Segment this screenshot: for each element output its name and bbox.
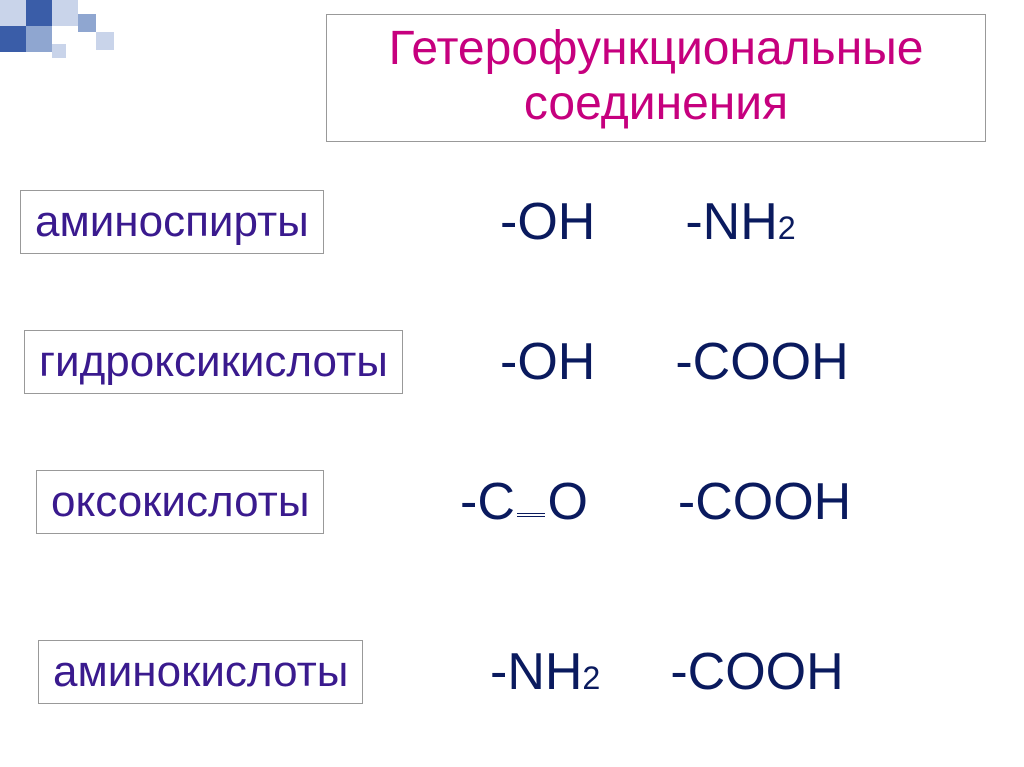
functional-groups: -NH2 -COOH xyxy=(490,642,844,702)
group-1: -OH xyxy=(500,192,595,252)
group-1: -NH2 xyxy=(490,642,600,702)
functional-groups: -OH -COOH xyxy=(500,332,849,392)
compound-label: оксокислоты xyxy=(36,470,324,534)
group-2: -COOH xyxy=(675,332,848,392)
compound-label: аминокислоты xyxy=(38,640,363,704)
compound-label: аминоспирты xyxy=(20,190,324,254)
functional-groups: -CO -COOH xyxy=(460,472,851,532)
deco-square xyxy=(78,14,96,32)
title-box: Гетерофункциональные соединения xyxy=(326,14,986,142)
compound-row: аминоспирты -OH -NH2 xyxy=(0,190,1024,254)
title-line-2: соединения xyxy=(337,76,975,131)
compound-row: аминокислоты -NH2 -COOH xyxy=(0,640,1024,704)
group-2: -COOH xyxy=(670,642,843,702)
deco-square xyxy=(96,32,114,50)
group-1: -CO xyxy=(460,472,588,532)
group-2: -COOH xyxy=(678,472,851,532)
deco-square xyxy=(26,26,52,52)
compound-row: гидроксикислоты -OH -COOH xyxy=(0,330,1024,394)
group-2: -NH2 xyxy=(685,192,795,252)
functional-groups: -OH -NH2 xyxy=(500,192,796,252)
title-line-1: Гетерофункциональные xyxy=(337,21,975,76)
deco-square xyxy=(52,44,66,58)
deco-square xyxy=(26,0,52,26)
corner-decoration xyxy=(0,0,160,70)
deco-square xyxy=(0,26,26,52)
deco-square xyxy=(0,0,26,26)
compound-label: гидроксикислоты xyxy=(24,330,403,394)
group-1: -OH xyxy=(500,332,595,392)
compound-row: оксокислоты -CO -COOH xyxy=(0,470,1024,534)
deco-square xyxy=(52,0,78,26)
